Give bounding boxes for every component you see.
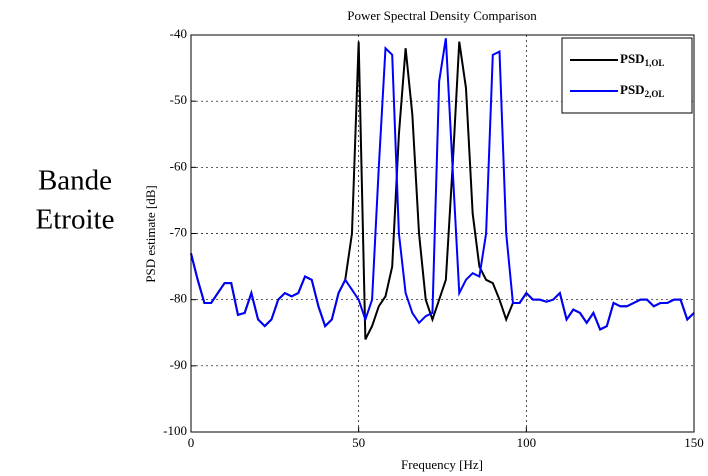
side-label: Bande [38, 165, 112, 197]
y-tick-label: -40 [170, 26, 187, 41]
legend-label: PSD1,OL [620, 51, 664, 68]
y-tick-label: -90 [170, 357, 187, 372]
side-label: Etroite [36, 204, 115, 236]
y-tick-label: -100 [163, 423, 187, 438]
x-tick-label: 0 [188, 435, 195, 450]
legend-label: PSD2,OL [620, 82, 664, 99]
chart-title: Power Spectral Density Comparison [347, 8, 537, 23]
x-axis-label: Frequency [Hz] [401, 457, 483, 472]
y-tick-label: -50 [170, 92, 187, 107]
plot-frame [190, 34, 695, 433]
y-tick-label: -70 [170, 224, 187, 239]
x-tick-label: 150 [684, 435, 704, 450]
y-axis-label: PSD estimate [dB] [143, 185, 158, 283]
y-tick-label: -60 [170, 158, 187, 173]
y-tick-label: -80 [170, 291, 187, 306]
x-tick-label: 50 [352, 435, 365, 450]
legend-box [561, 37, 693, 114]
x-tick-label: 100 [517, 435, 537, 450]
series-line [190, 38, 695, 331]
